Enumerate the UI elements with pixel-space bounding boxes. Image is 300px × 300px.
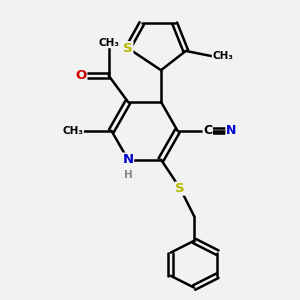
Text: CH₃: CH₃ [62, 126, 83, 136]
Text: S: S [123, 42, 133, 55]
Text: CH₃: CH₃ [98, 38, 119, 48]
Text: C: C [203, 124, 212, 137]
Text: CH₃: CH₃ [212, 51, 233, 62]
Text: N: N [226, 124, 236, 137]
Text: S: S [176, 182, 185, 195]
Text: H: H [124, 170, 132, 180]
Text: N: N [122, 153, 134, 166]
Text: O: O [76, 69, 87, 82]
